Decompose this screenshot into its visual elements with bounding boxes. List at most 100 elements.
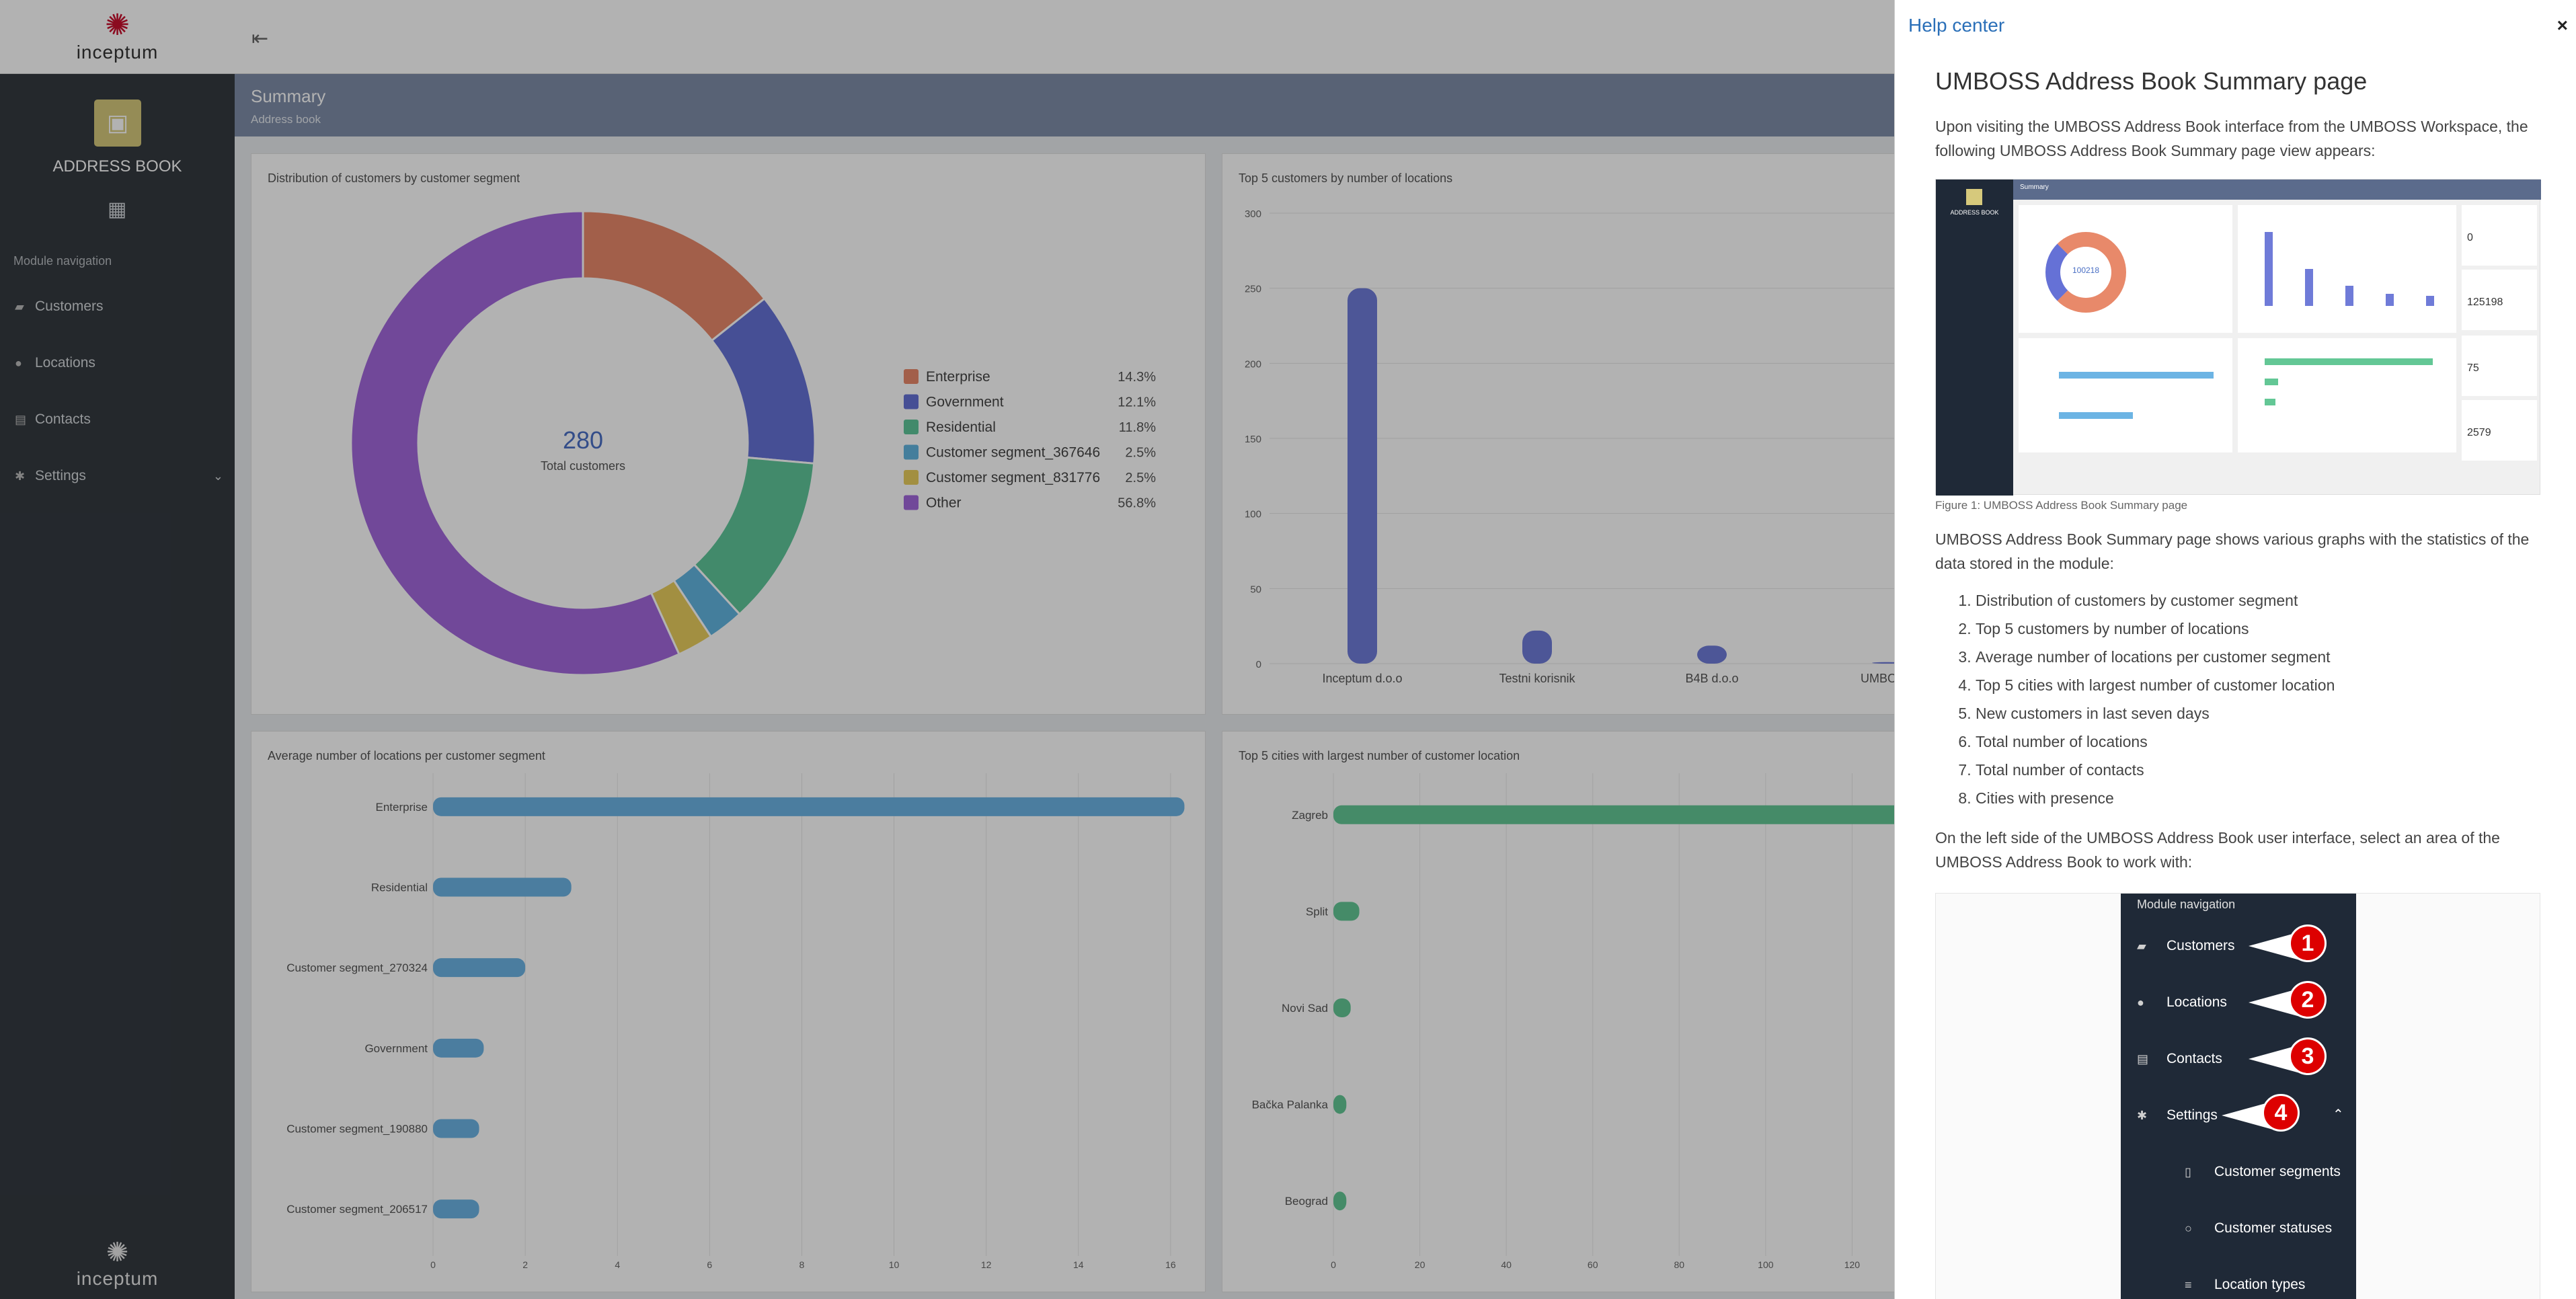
thumb-stat-card: 125198: [2462, 270, 2537, 330]
nav-figure-label: Customer segments: [2214, 1164, 2341, 1179]
collapse-sidebar-icon[interactable]: ⇤: [251, 28, 269, 50]
address-book-module-icon: ▣: [94, 100, 141, 147]
bar: [1333, 1191, 1347, 1211]
close-icon[interactable]: ×: [2557, 15, 2568, 36]
legend-swatch: [904, 394, 919, 409]
legend-value: 12.1%: [1118, 395, 1156, 410]
x-tick-label: 4: [615, 1259, 620, 1270]
sidebar-item-label: Customers: [35, 299, 104, 314]
thumb-hbar: [2059, 372, 2214, 379]
thumb-hbar: [2265, 399, 2275, 405]
donut-total-value: 280: [563, 426, 603, 454]
legend-label: Other: [926, 496, 962, 511]
thumb-stat-value: 75: [2467, 362, 2479, 374]
sidebar-item-locations[interactable]: ● Locations: [15, 350, 223, 377]
x-tick-label: 20: [1415, 1259, 1426, 1270]
thumb-stat-card: 0: [2462, 205, 2537, 266]
x-tick-label: UMBOSS: [1861, 672, 1904, 685]
bar: [433, 1119, 479, 1138]
bar: [433, 1038, 484, 1058]
y-tick-label: 200: [1245, 358, 1261, 370]
list-item: New customers in last seven days: [1976, 699, 2540, 727]
x-tick-label: 0: [1331, 1259, 1336, 1270]
help-center-panel: Help center × UMBOSS Address Book Summar…: [1894, 0, 2576, 1299]
nav-figure-label: Settings: [2167, 1107, 2218, 1123]
legend-label: Enterprise: [926, 369, 990, 385]
circle-icon: ○: [2185, 1221, 2192, 1235]
list-icon: ≡: [2185, 1277, 2192, 1292]
y-tick-label: Bačka Palanka: [1252, 1099, 1329, 1111]
thumb-bar: [2386, 294, 2394, 306]
breadcrumb: Address book: [251, 113, 321, 126]
figure-caption: Figure 1: UMBOSS Address Book Summary pa…: [1935, 499, 2188, 512]
thumb-donut-card: 100218: [2019, 205, 2232, 333]
y-tick-label: Novi Sad: [1282, 1002, 1328, 1015]
list-item: Top 5 cities with largest number of cust…: [1976, 671, 2540, 699]
y-tick-label: Customer segment_270324: [286, 961, 428, 974]
nav-figure-panel: Module navigation ▰ Customers ● Locations …: [2121, 894, 2356, 1299]
card-title: Top 5 customers by number of locations: [1239, 171, 1453, 185]
x-tick-label: 10: [889, 1259, 900, 1270]
callout-badge: 3: [2289, 1037, 2327, 1075]
y-tick-label: Split: [1306, 905, 1328, 918]
x-tick-label: 0: [430, 1259, 436, 1270]
list-item: Total number of contacts: [1976, 756, 2540, 784]
top-customers-card: Top 5 customers by number of locations 0…: [1222, 153, 1904, 715]
avg-locations-bar-chart: 024681012141618EnterpriseResidentialCust…: [286, 773, 1185, 1270]
y-tick-label: Zagreb: [1292, 809, 1328, 822]
x-tick-label: 14: [1073, 1259, 1084, 1270]
thumb-stat-value: 0: [2467, 232, 2473, 243]
donut-card: Distribution of customers by customer se…: [251, 153, 1206, 715]
legend-value: 2.5%: [1125, 446, 1156, 461]
x-tick-label: Testni korisnik: [1499, 672, 1575, 685]
donut-total-label: Total customers: [541, 459, 625, 473]
apps-grid-icon[interactable]: ▦: [108, 198, 127, 221]
avg-locations-card: Average number of locations per customer…: [251, 731, 1206, 1292]
x-tick-label: Inceptum d.o.o: [1322, 672, 1402, 685]
y-tick-label: 100: [1245, 509, 1261, 520]
thumb-module-icon: [1966, 189, 1982, 205]
legend-swatch: [904, 444, 919, 460]
thumb-header: Summary: [2013, 180, 2541, 200]
legend-label: Customer segment_831776: [926, 470, 1100, 485]
y-tick-label: 300: [1245, 208, 1261, 220]
y-tick-label: Residential: [371, 881, 428, 894]
nav-figure-item-contacts: ▤ Contacts: [2137, 1051, 2222, 1067]
legend-value: 14.3%: [1118, 370, 1156, 385]
nav-figure-subitem: ≡ Location types: [2185, 1277, 2305, 1293]
bar: [1348, 288, 1377, 664]
nav-figure-label: Customers: [2167, 938, 2235, 953]
inceptum-logo[interactable]: ✺ inceptum: [0, 0, 235, 74]
help-center-title: Help center: [1908, 15, 2005, 36]
gear-icon: ✱: [2137, 1108, 2148, 1122]
sidebar: ▣ ADDRESS BOOK ▦ Module navigation ▰ Cus…: [0, 74, 235, 1299]
x-tick-label: 8: [799, 1259, 805, 1270]
card-title: Top 5 cities with largest number of cust…: [1239, 749, 1520, 762]
help-content: UMBOSS Address Book Summary page Upon vi…: [1935, 67, 2541, 1299]
x-tick-label: 40: [1501, 1259, 1512, 1270]
sidebar-item-customers[interactable]: ▰ Customers: [15, 293, 223, 320]
list-item: Distribution of customers by customer se…: [1976, 586, 2540, 615]
thumb-title: Summary: [2020, 184, 2049, 191]
contact-card-icon: ▤: [2137, 1052, 2149, 1066]
legend-label: Government: [926, 395, 1004, 410]
list-item: Top 5 customers by number of locations: [1976, 615, 2540, 643]
inceptum-logo-mark-icon: ✺: [105, 9, 130, 42]
y-tick-label: Customer segment_206517: [286, 1203, 428, 1216]
bar: [1522, 630, 1552, 664]
x-tick-label: 16: [1165, 1259, 1176, 1270]
help-left-side-text: On the left side of the UMBOSS Address B…: [1935, 829, 2500, 871]
sidebar-item-label: Settings: [35, 468, 86, 483]
sidebar-item-contacts[interactable]: ▤ Contacts: [15, 406, 223, 433]
list-item: Cities with presence: [1976, 784, 2540, 812]
legend-value: 2.5%: [1125, 471, 1156, 485]
callout-badge: 1: [2289, 924, 2327, 962]
legend-swatch: [904, 369, 919, 384]
bar: [433, 1199, 479, 1219]
help-list: Distribution of customers by customer se…: [1976, 586, 2540, 812]
document-icon: ▯: [2185, 1165, 2191, 1179]
sidebar-item-settings[interactable]: ✱ Settings ⌄: [15, 463, 223, 489]
sidebar-footer-logo: ✺ inceptum: [0, 1237, 235, 1290]
y-tick-label: Beograd: [1285, 1195, 1328, 1208]
legend-value: 56.8%: [1118, 496, 1156, 511]
